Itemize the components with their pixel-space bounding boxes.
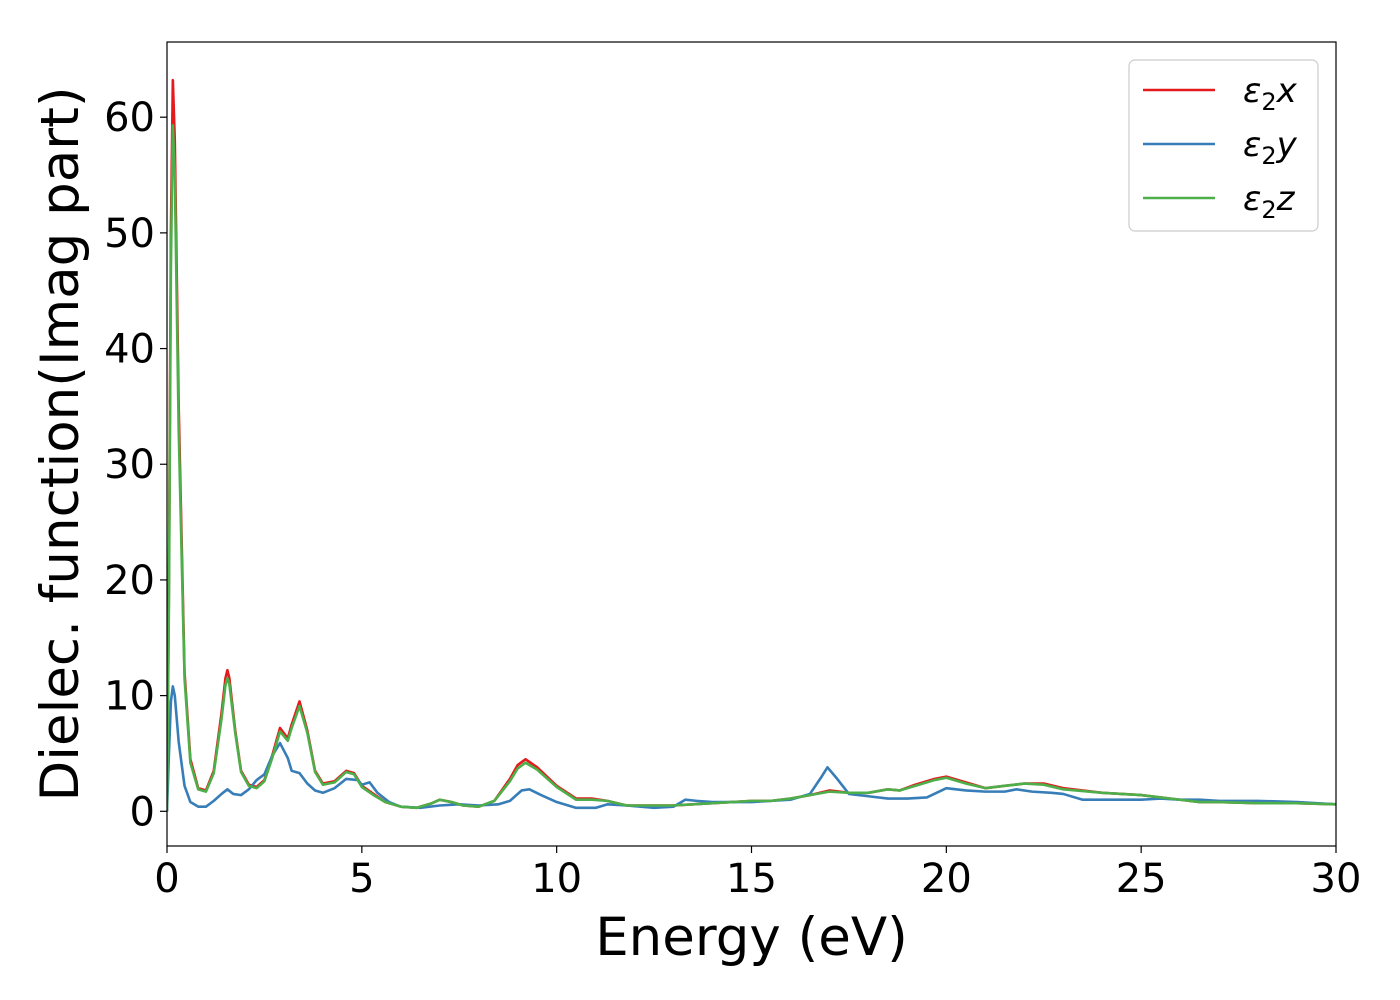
x-tick-label: 10: [531, 856, 582, 902]
y-tick-label: 0: [130, 789, 155, 835]
series-line-y: [167, 685, 1336, 812]
y-tick-label: 30: [104, 442, 155, 488]
x-axis: 0 5 10 15 20 25 30: [154, 846, 1361, 902]
legend-label-y: ε2y: [1243, 125, 1298, 170]
y-tick-label: 60: [104, 95, 155, 141]
y-axis-title: Dielec. function(Imag part): [30, 86, 91, 801]
series-layer: [167, 78, 1336, 812]
x-tick-label: 0: [154, 856, 179, 902]
x-tick-label: 30: [1311, 856, 1362, 902]
legend: ε2x ε2y ε2z: [1128, 59, 1319, 232]
y-tick-label: 10: [104, 674, 155, 720]
x-tick-label: 5: [349, 856, 374, 902]
legend-box: [1128, 59, 1319, 232]
x-tick-label: 25: [1116, 856, 1167, 902]
legend-label-x: ε2x: [1243, 71, 1298, 116]
legend-label-z: ε2z: [1243, 179, 1296, 224]
y-tick-label: 20: [104, 558, 155, 604]
y-tick-label: 40: [104, 327, 155, 373]
x-axis-title: Energy (eV): [595, 907, 908, 968]
series-line-z: [167, 123, 1336, 812]
y-axis: 0 10 20 30 40 50 60: [104, 95, 167, 835]
y-tick-label: 50: [104, 211, 155, 257]
x-tick-label: 20: [921, 856, 972, 902]
x-tick-label: 15: [726, 856, 777, 902]
